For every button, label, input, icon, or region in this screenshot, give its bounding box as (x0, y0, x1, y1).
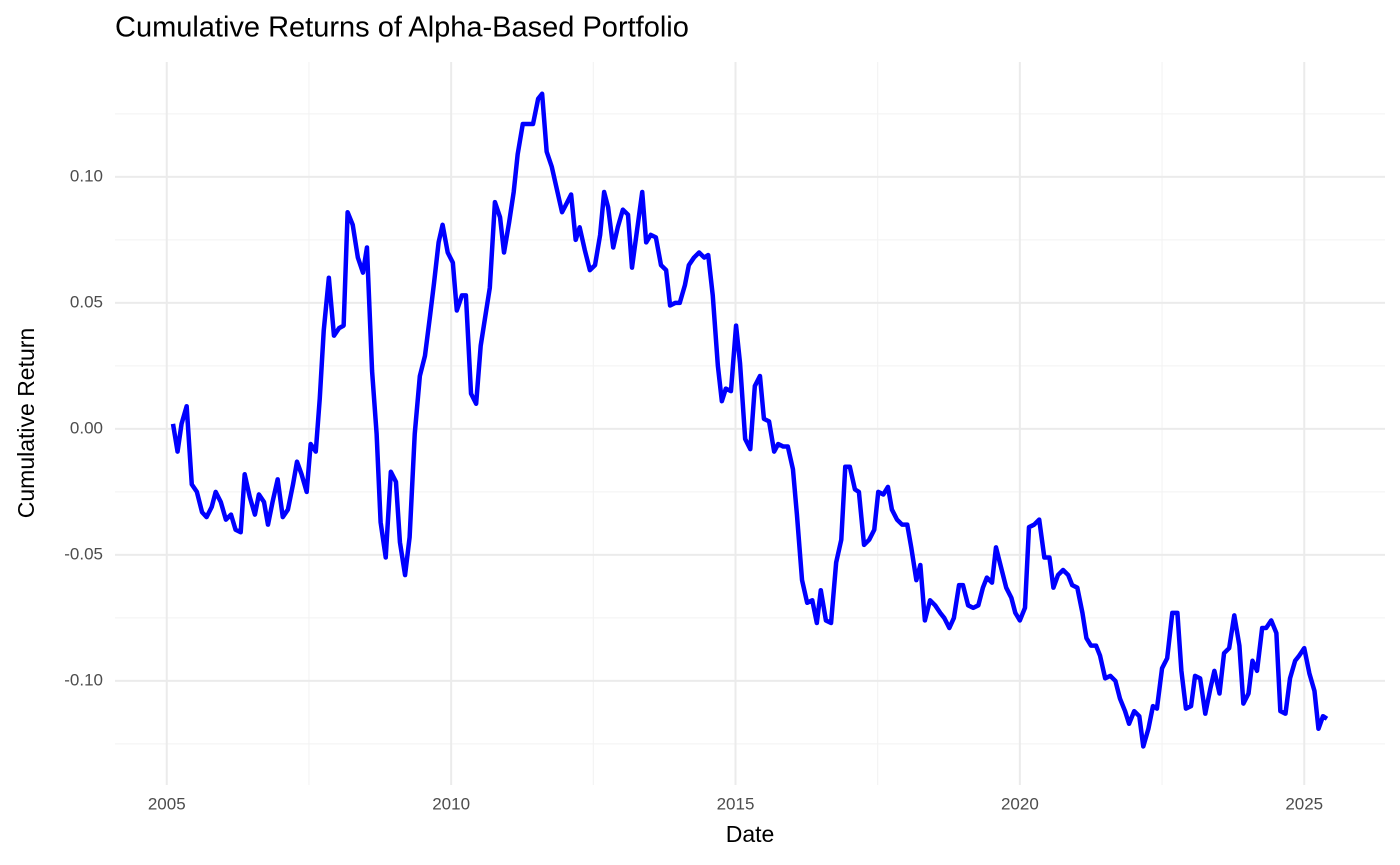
x-axis-title: Date (726, 821, 775, 847)
x-tick-label: 2025 (1285, 794, 1323, 813)
y-axis-title: Cumulative Return (13, 328, 39, 518)
y-tick-label: -0.05 (64, 544, 103, 563)
x-tick-label: 2005 (148, 794, 186, 813)
x-tick-label: 2010 (432, 794, 470, 813)
x-tick-label: 2020 (1001, 794, 1039, 813)
x-tick-label: 2015 (717, 794, 755, 813)
y-tick-label: 0.05 (70, 292, 103, 311)
y-tick-label: -0.10 (64, 670, 103, 689)
chart-title: Cumulative Returns of Alpha-Based Portfo… (115, 12, 689, 44)
y-tick-label: 0.10 (70, 166, 103, 185)
y-tick-label: 0.00 (70, 418, 103, 437)
data-line (170, 91, 1329, 749)
